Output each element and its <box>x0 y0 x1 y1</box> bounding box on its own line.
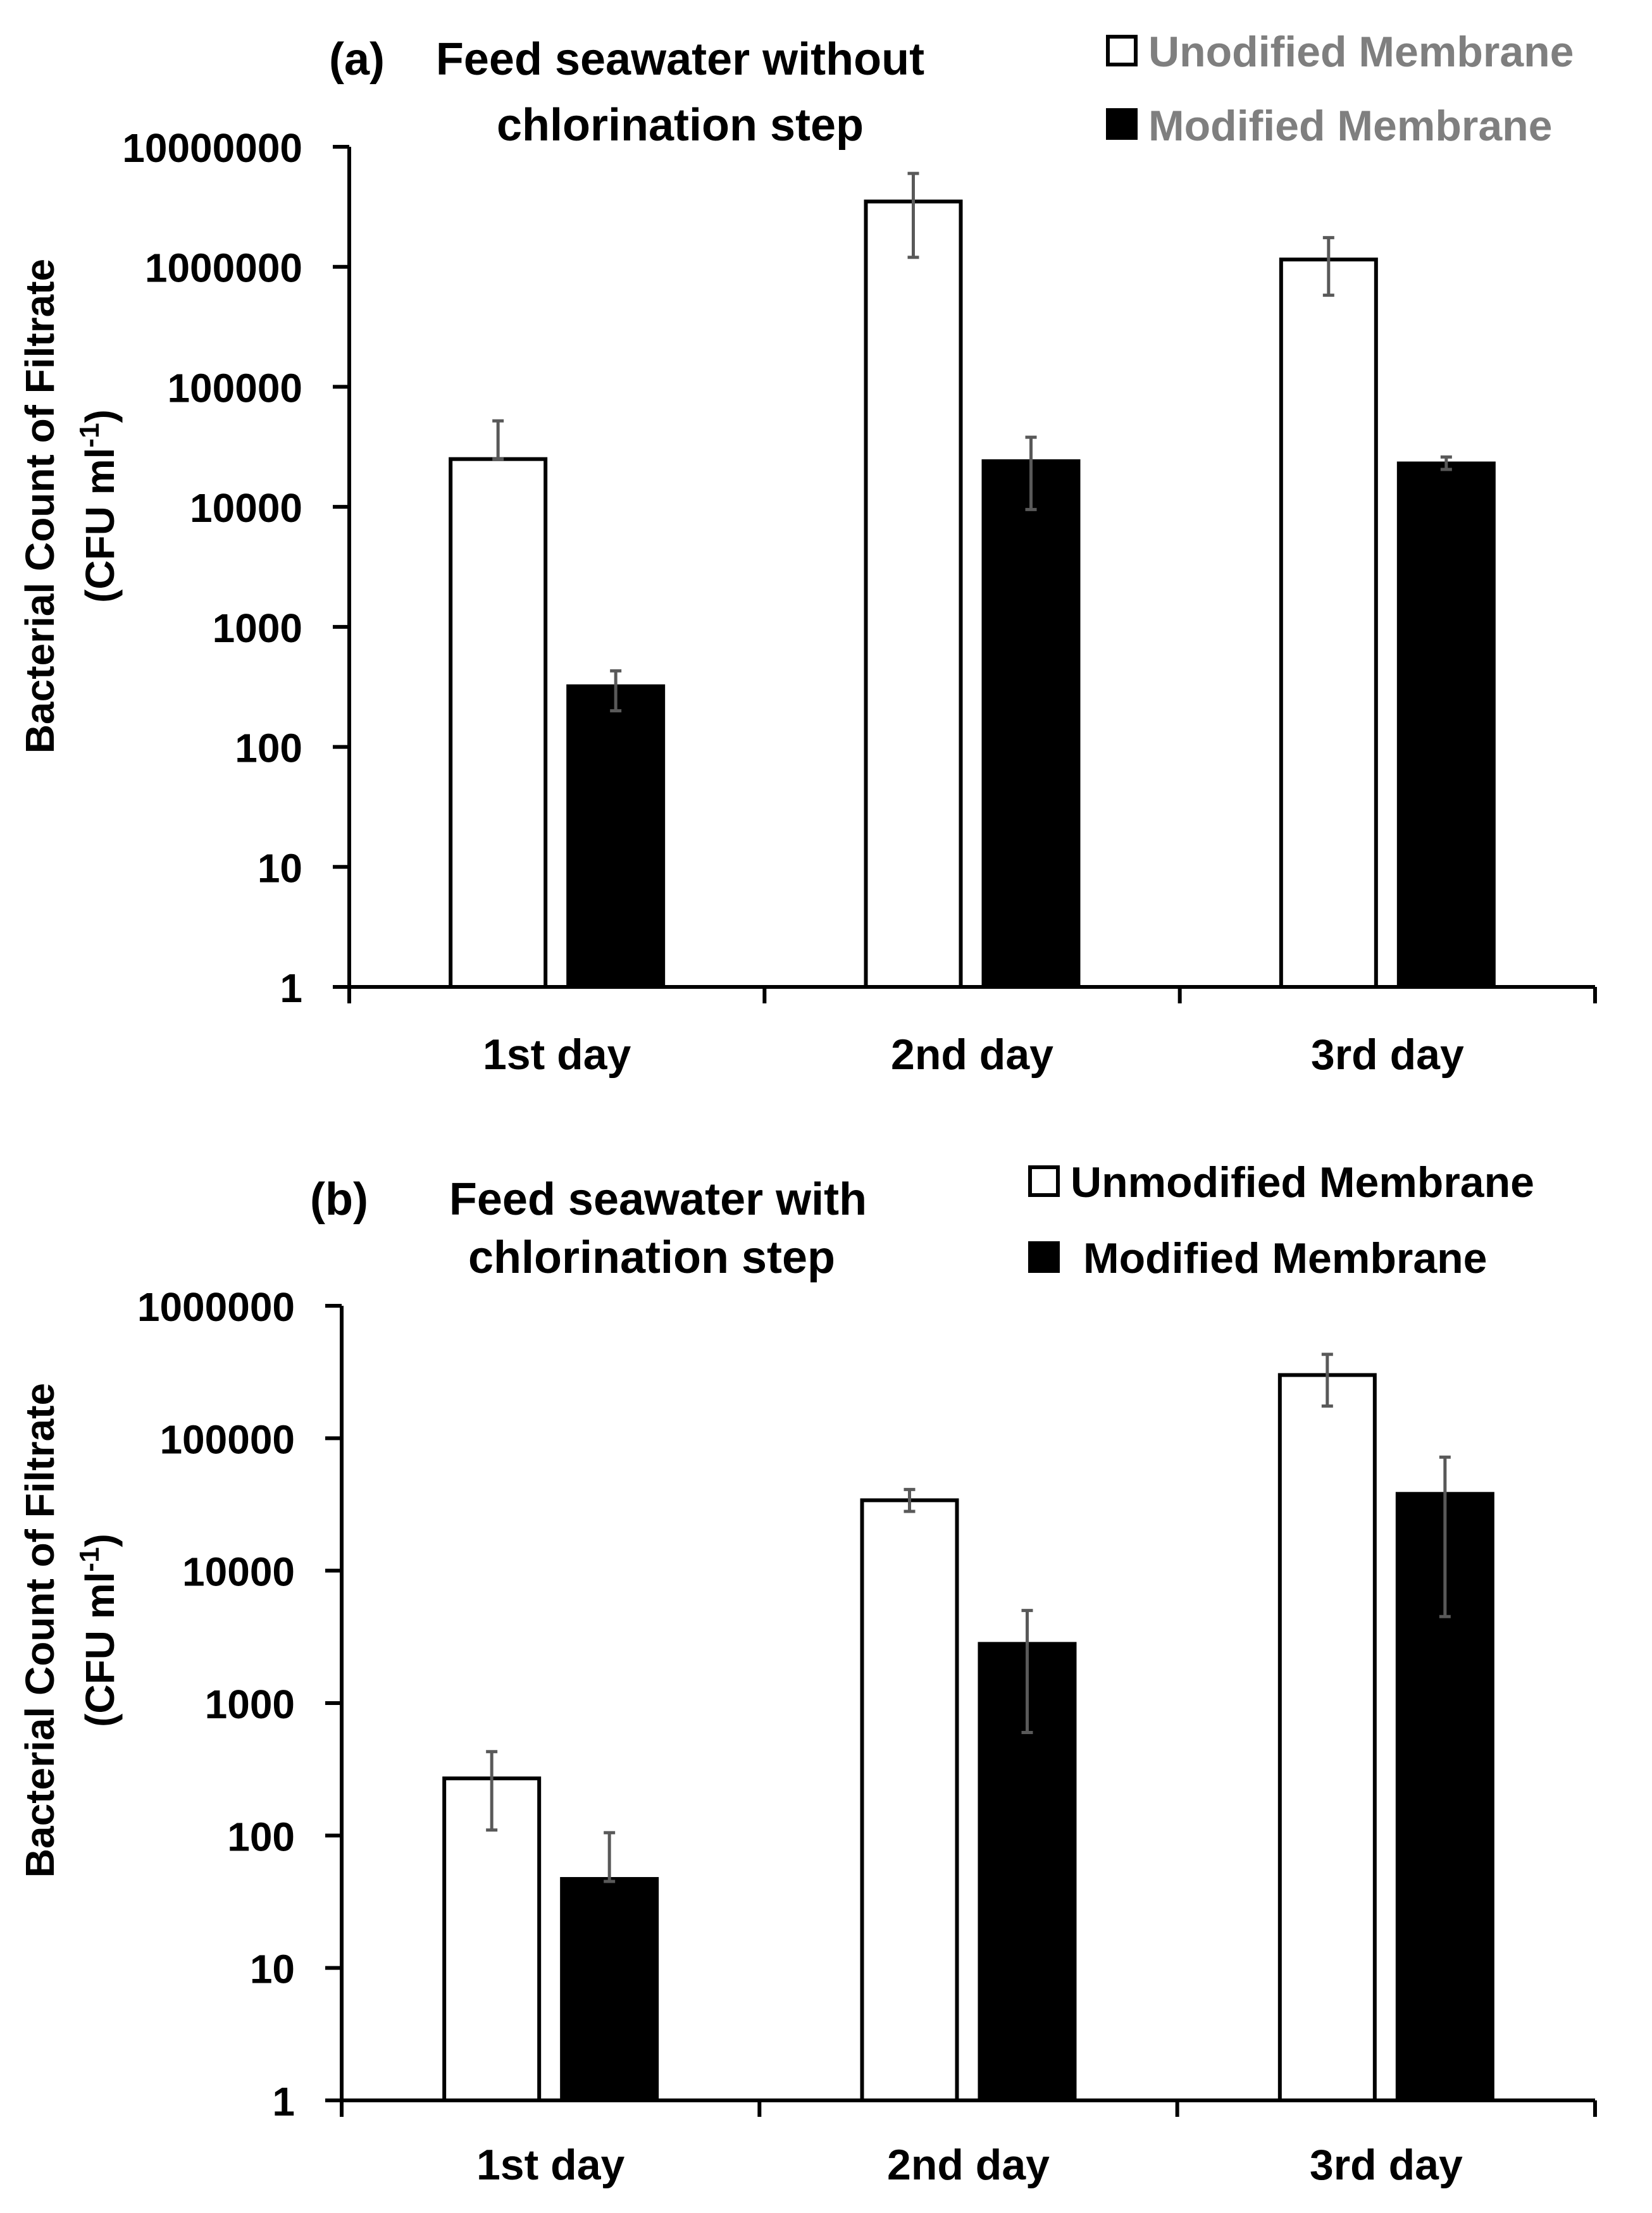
legend-swatch-modified <box>1106 108 1138 140</box>
y-tick-label: 100 <box>227 1814 295 1859</box>
bar-modified-1 <box>560 1876 659 2102</box>
panel-a-legend: Unodified Membrane Modified Membrane <box>1106 28 1574 150</box>
legend-swatch-unmodified <box>1106 35 1138 66</box>
x-tick-label: 2nd day <box>891 1031 1053 1079</box>
error-bar-unmodified-3 <box>1321 1353 1333 1408</box>
y-tick-label: 100000 <box>167 365 302 411</box>
error-bar-modified-1 <box>604 1831 616 1883</box>
legend-label-modified: Modified Membrane <box>1083 1234 1487 1282</box>
panel-b-legend: Unmodified Membrane Modified Membrane <box>1028 1158 1534 1282</box>
panel-a-bars <box>449 199 1496 989</box>
panel-a-chart: (a) Feed seawater without chlorination s… <box>17 28 1597 1079</box>
legend-swatch-unmodified <box>1028 1165 1060 1197</box>
y-tick-label: 10000000 <box>122 125 302 171</box>
panel-a-label: (a) <box>329 34 385 85</box>
panel-b-title-line-2: chlorination step <box>468 1232 835 1283</box>
panel-b-axes <box>340 1306 1597 2117</box>
panel-a-y-axis-label: Bacterial Count of Filtrate <box>17 259 63 753</box>
bar-unmodified-2 <box>864 199 963 989</box>
panel-b-y-axis-unit: (CFU ml-1) <box>74 1534 123 1727</box>
legend-label-modified: Modified Membrane <box>1148 102 1553 150</box>
error-bar-modified-2 <box>1025 435 1037 511</box>
panel-a-y-ticks: 1 10 100 1000 10000 100000 1000000 10000000 <box>122 125 349 1011</box>
y-tick-label: 10 <box>250 1947 295 1992</box>
y-tick-label: 1000000 <box>145 245 302 291</box>
panel-b-y-ticks: 1 10 100 1000 10000 100000 1000000 <box>137 1284 342 2124</box>
error-bar-unmodified-2 <box>904 1487 916 1513</box>
bar-modified-3 <box>1396 461 1496 989</box>
panel-a-x-tick-labels: 1st day 2nd day 3rd day <box>483 1031 1464 1079</box>
legend-swatch-modified <box>1028 1241 1060 1273</box>
x-tick-label: 3rd day <box>1310 2141 1463 2189</box>
panel-a-title-line-2: chlorination step <box>497 100 864 151</box>
bar-unmodified-1 <box>449 457 548 989</box>
panel-b-bars <box>442 1373 1494 2103</box>
error-bar-unmodified-1 <box>486 1750 498 1832</box>
error-bar-modified-3 <box>1439 1455 1451 1618</box>
error-bar-modified-1 <box>610 669 622 712</box>
legend-label-unmodified: Unmodified Membrane <box>1071 1158 1534 1206</box>
panel-a-y-axis-unit: (CFU ml-1) <box>74 409 123 603</box>
error-bar-unmodified-1 <box>492 419 504 461</box>
panel-b-title-line-1: Feed seawater with <box>449 1174 867 1225</box>
panel-b-label: (b) <box>310 1174 368 1225</box>
error-bar-modified-2 <box>1021 1609 1033 1734</box>
error-bar-unmodified-3 <box>1322 236 1334 297</box>
panel-a-axes <box>347 147 1597 1003</box>
y-tick-label: 1000 <box>213 605 302 651</box>
y-tick-label: 100 <box>235 726 302 771</box>
panel-a-title-line-1: Feed seawater without <box>436 34 924 85</box>
y-tick-label: 1 <box>272 2079 295 2124</box>
bar-modified-2 <box>981 459 1081 989</box>
bar-unmodified-3 <box>1277 1373 1377 2103</box>
x-tick-label: 3rd day <box>1311 1031 1464 1079</box>
y-tick-label: 10 <box>258 845 302 891</box>
x-tick-label: 1st day <box>483 1031 631 1079</box>
y-tick-label: 1000000 <box>137 1284 295 1330</box>
panel-b-error-bars <box>486 1353 1451 1883</box>
error-bar-unmodified-2 <box>907 171 919 259</box>
error-bar-modified-3 <box>1440 455 1452 471</box>
y-tick-label: 100000 <box>159 1416 295 1462</box>
y-tick-label: 1000 <box>205 1682 295 1727</box>
y-tick-label: 10000 <box>190 485 302 531</box>
panel-b-chart: (b) Feed seawater with chlorination step… <box>17 1158 1597 2189</box>
panel-b-x-tick-labels: 1st day 2nd day 3rd day <box>476 2141 1463 2189</box>
panel-b-y-axis-label: Bacterial Count of Filtrate <box>17 1383 63 1878</box>
y-tick-label: 1 <box>280 965 302 1011</box>
bar-unmodified-1 <box>442 1776 542 2102</box>
x-tick-label: 2nd day <box>887 2141 1050 2189</box>
panel-a-error-bars <box>492 171 1452 712</box>
bar-modified-1 <box>566 684 666 989</box>
legend-label-unmodified: Unodified Membrane <box>1148 28 1574 76</box>
bar-unmodified-3 <box>1279 257 1378 989</box>
x-tick-label: 1st day <box>476 2141 625 2189</box>
y-tick-label: 10000 <box>182 1549 295 1595</box>
bar-unmodified-2 <box>860 1498 959 2102</box>
